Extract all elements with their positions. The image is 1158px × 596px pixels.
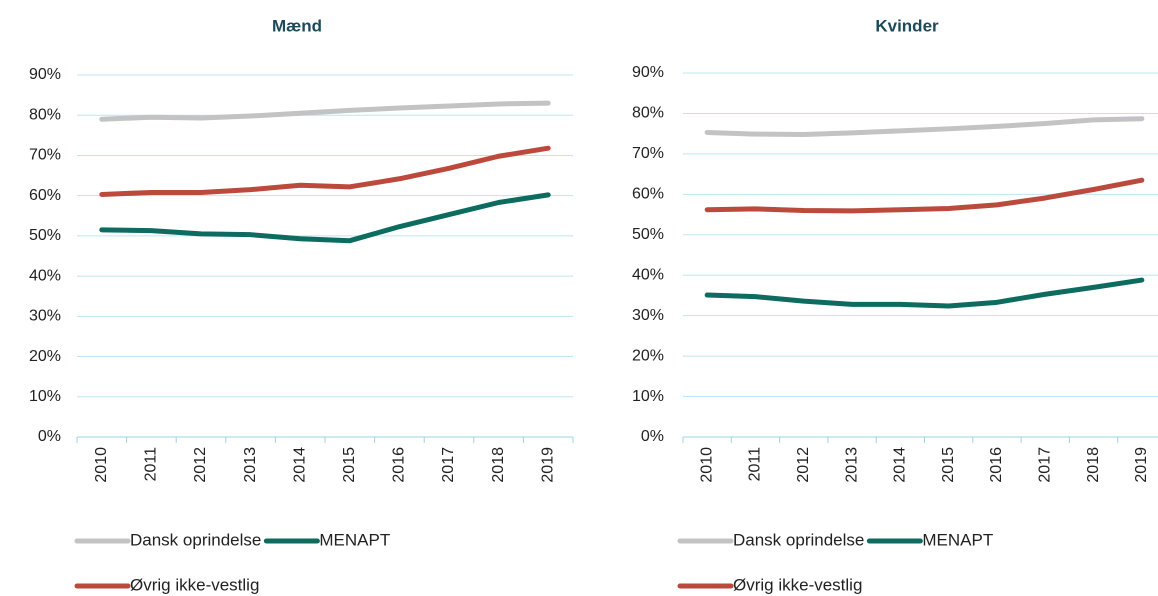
y-tick-label: 20% [632, 347, 664, 364]
y-tick-label: 70% [632, 145, 664, 162]
x-tick-label: 2019 [539, 447, 556, 483]
x-tick-label: 2018 [1085, 447, 1102, 483]
y-tick-label: 50% [632, 226, 664, 243]
x-tick-label: 2012 [795, 447, 812, 483]
x-tick-label: 2016 [391, 447, 408, 483]
series-line [704, 116, 1145, 137]
x-tick-label: 2016 [988, 447, 1005, 483]
x-tick-label: 2011 [143, 447, 160, 482]
y-tick-label: 0% [38, 428, 61, 445]
legend-label: Dansk oprindelse [733, 530, 864, 549]
legend-label: MENAPT [922, 530, 993, 549]
x-tick-label: 2017 [440, 447, 457, 483]
y-tick-label: 30% [632, 307, 664, 324]
y-tick-label: 10% [632, 388, 664, 405]
y-tick-label: 70% [29, 147, 61, 164]
y-tick-label: 80% [632, 105, 664, 122]
y-tick-label: 30% [29, 308, 61, 325]
y-tick-label: 40% [29, 267, 61, 284]
y-tick-label: 20% [29, 348, 61, 365]
x-tick-label: 2010 [698, 447, 715, 483]
x-tick-label: 2014 [291, 447, 308, 483]
x-tick-label: 2013 [843, 447, 860, 483]
series-line [99, 192, 551, 244]
series-line [99, 100, 551, 122]
y-tick-label: 40% [632, 266, 664, 283]
x-tick-label: 2013 [242, 447, 259, 483]
y-tick-label: 50% [29, 227, 61, 244]
legend-label: Øvrig ikke-vestlig [130, 575, 259, 594]
x-tick-label: 2010 [93, 447, 110, 483]
legend-label: Dansk oprindelse [130, 530, 261, 549]
y-tick-label: 0% [641, 428, 664, 445]
series-line [704, 177, 1145, 214]
y-tick-label: 90% [632, 64, 664, 81]
legend-label: Øvrig ikke-vestlig [733, 575, 862, 594]
legend-label: MENAPT [319, 530, 390, 549]
chart-title: Kvinder [875, 16, 939, 35]
x-tick-label: 2015 [341, 447, 358, 483]
x-tick-label: 2015 [940, 447, 957, 483]
y-tick-label: 80% [29, 106, 61, 123]
y-tick-label: 90% [29, 66, 61, 83]
y-tick-label: 60% [29, 187, 61, 204]
y-tick-label: 10% [29, 388, 61, 405]
x-tick-label: 2019 [1133, 447, 1150, 483]
x-tick-label: 2017 [1036, 447, 1053, 483]
y-tick-label: 60% [632, 186, 664, 203]
series-line [704, 277, 1145, 309]
x-tick-label: 2018 [490, 447, 507, 483]
series-line [99, 145, 551, 197]
x-tick-label: 2011 [747, 447, 764, 482]
chart-title: Mænd [272, 16, 322, 35]
x-tick-label: 2012 [192, 447, 209, 483]
x-tick-label: 2014 [892, 447, 909, 483]
